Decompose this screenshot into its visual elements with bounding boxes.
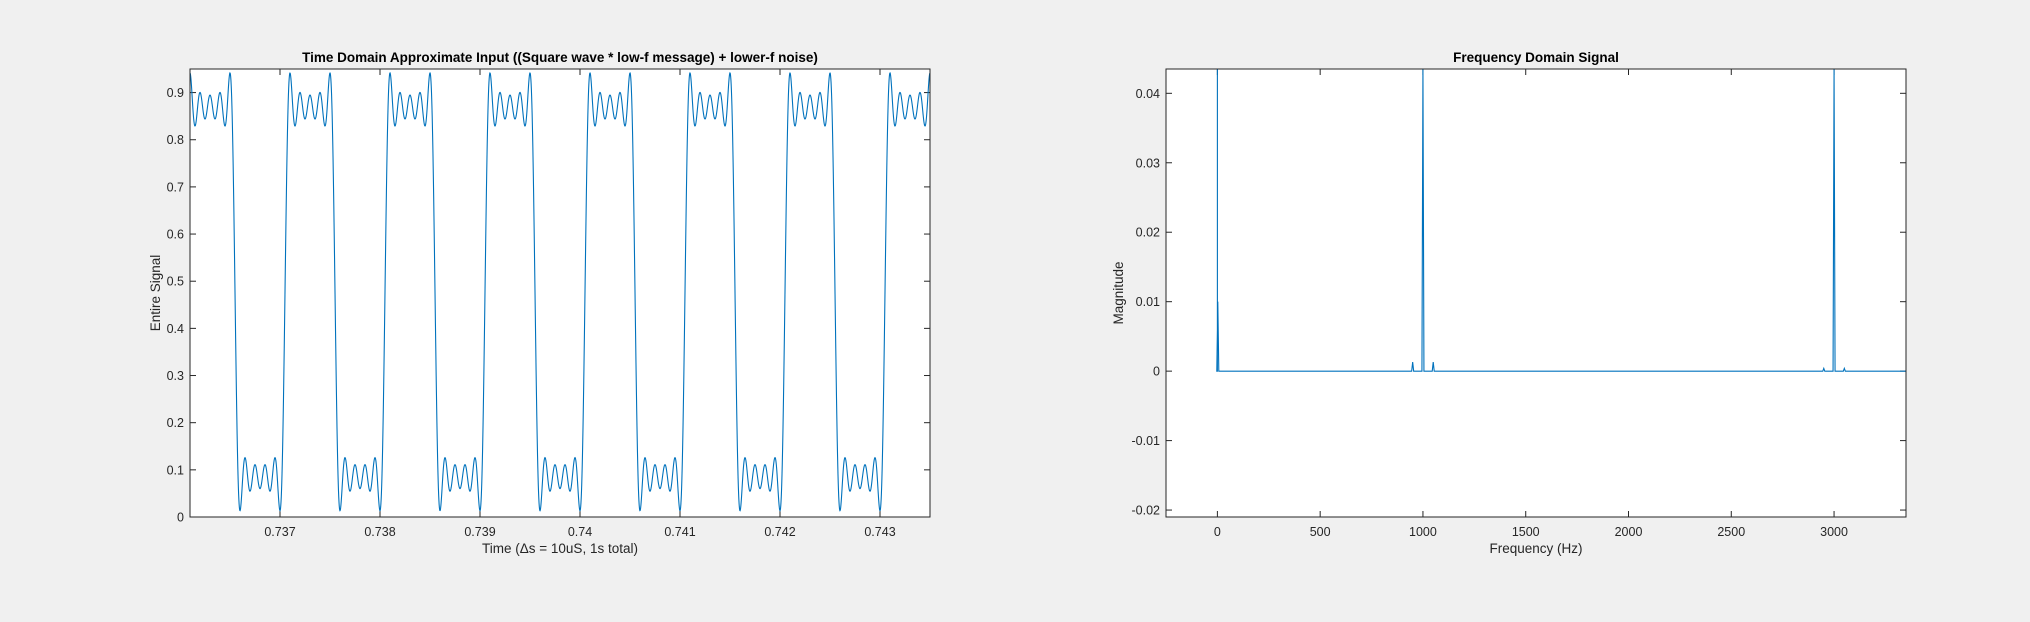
frequency-plot-box: [1165, 68, 1907, 518]
frequency-chart-title: Frequency Domain Signal: [1453, 50, 1619, 65]
time-plot-box: [189, 68, 931, 518]
freq-x-tick-label: 1000: [1409, 525, 1437, 539]
time-y-tick-label: 0: [177, 511, 184, 525]
freq-x-tick-label: 500: [1310, 525, 1331, 539]
freq-x-tick-label: 1500: [1512, 525, 1540, 539]
time-chart-title: Time Domain Approximate Input ((Square w…: [302, 50, 818, 65]
time-y-axis-label: Entire Signal: [148, 255, 163, 332]
time-x-tick-label: 0.743: [864, 525, 895, 539]
frequency-y-axis-label: Magnitude: [1111, 261, 1126, 324]
freq-y-tick-label: -0.01: [1132, 434, 1161, 448]
time-x-tick-label: 0.738: [364, 525, 395, 539]
time-y-tick-label: 0.9: [167, 86, 184, 100]
frequency-x-axis-label: Frequency (Hz): [1489, 541, 1582, 556]
freq-x-tick-label: 0: [1214, 525, 1221, 539]
frequency-signal-line: [1216, 68, 1906, 372]
freq-x-tick-label: 2500: [1717, 525, 1745, 539]
time-plot-background: [190, 69, 930, 517]
time-y-tick-label: 0.3: [167, 369, 184, 383]
freq-y-tick-label: 0.01: [1136, 295, 1160, 309]
freq-y-tick-label: 0.02: [1136, 226, 1160, 240]
time-y-tick-label: 0.4: [167, 322, 184, 336]
frequency-plot-background: [1166, 69, 1906, 517]
time-y-tick-label: 0.1: [167, 463, 184, 477]
frequency-domain-axes: 0 500 1000 1500 2000 2500 3000 -0.02 -0.01 0 0.01 0…: [1111, 50, 1907, 556]
time-x-tick-label: 0.739: [464, 525, 495, 539]
time-x-tick-label: 0.741: [664, 525, 695, 539]
time-x-tick-label: 0.74: [568, 525, 592, 539]
freq-y-tick-label: -0.02: [1132, 504, 1161, 518]
time-y-tick-label: 0.5: [167, 275, 184, 289]
freq-x-tick-label: 2000: [1615, 525, 1643, 539]
time-y-tick-label: 0.7: [167, 180, 184, 194]
freq-y-tick-label: 0.04: [1136, 87, 1160, 101]
freq-y-tick-label: 0.03: [1136, 156, 1160, 170]
time-signal-line: [189, 71, 931, 512]
time-y-tick-label: 0.6: [167, 228, 184, 242]
freq-y-tick-label: 0: [1153, 365, 1160, 379]
time-y-tick-label: 0.2: [167, 416, 184, 430]
time-x-tick-label: 0.737: [264, 525, 295, 539]
time-x-tick-label: 0.742: [764, 525, 795, 539]
freq-x-tick-label: 3000: [1820, 525, 1848, 539]
time-y-tick-label: 0.8: [167, 133, 184, 147]
time-x-axis-label: Time (Δs = 10uS, 1s total): [482, 541, 638, 556]
time-domain-axes: 0.737 0.738 0.739 0.74 0.741 0.742 0.743 0 0.1 0.…: [148, 50, 931, 556]
